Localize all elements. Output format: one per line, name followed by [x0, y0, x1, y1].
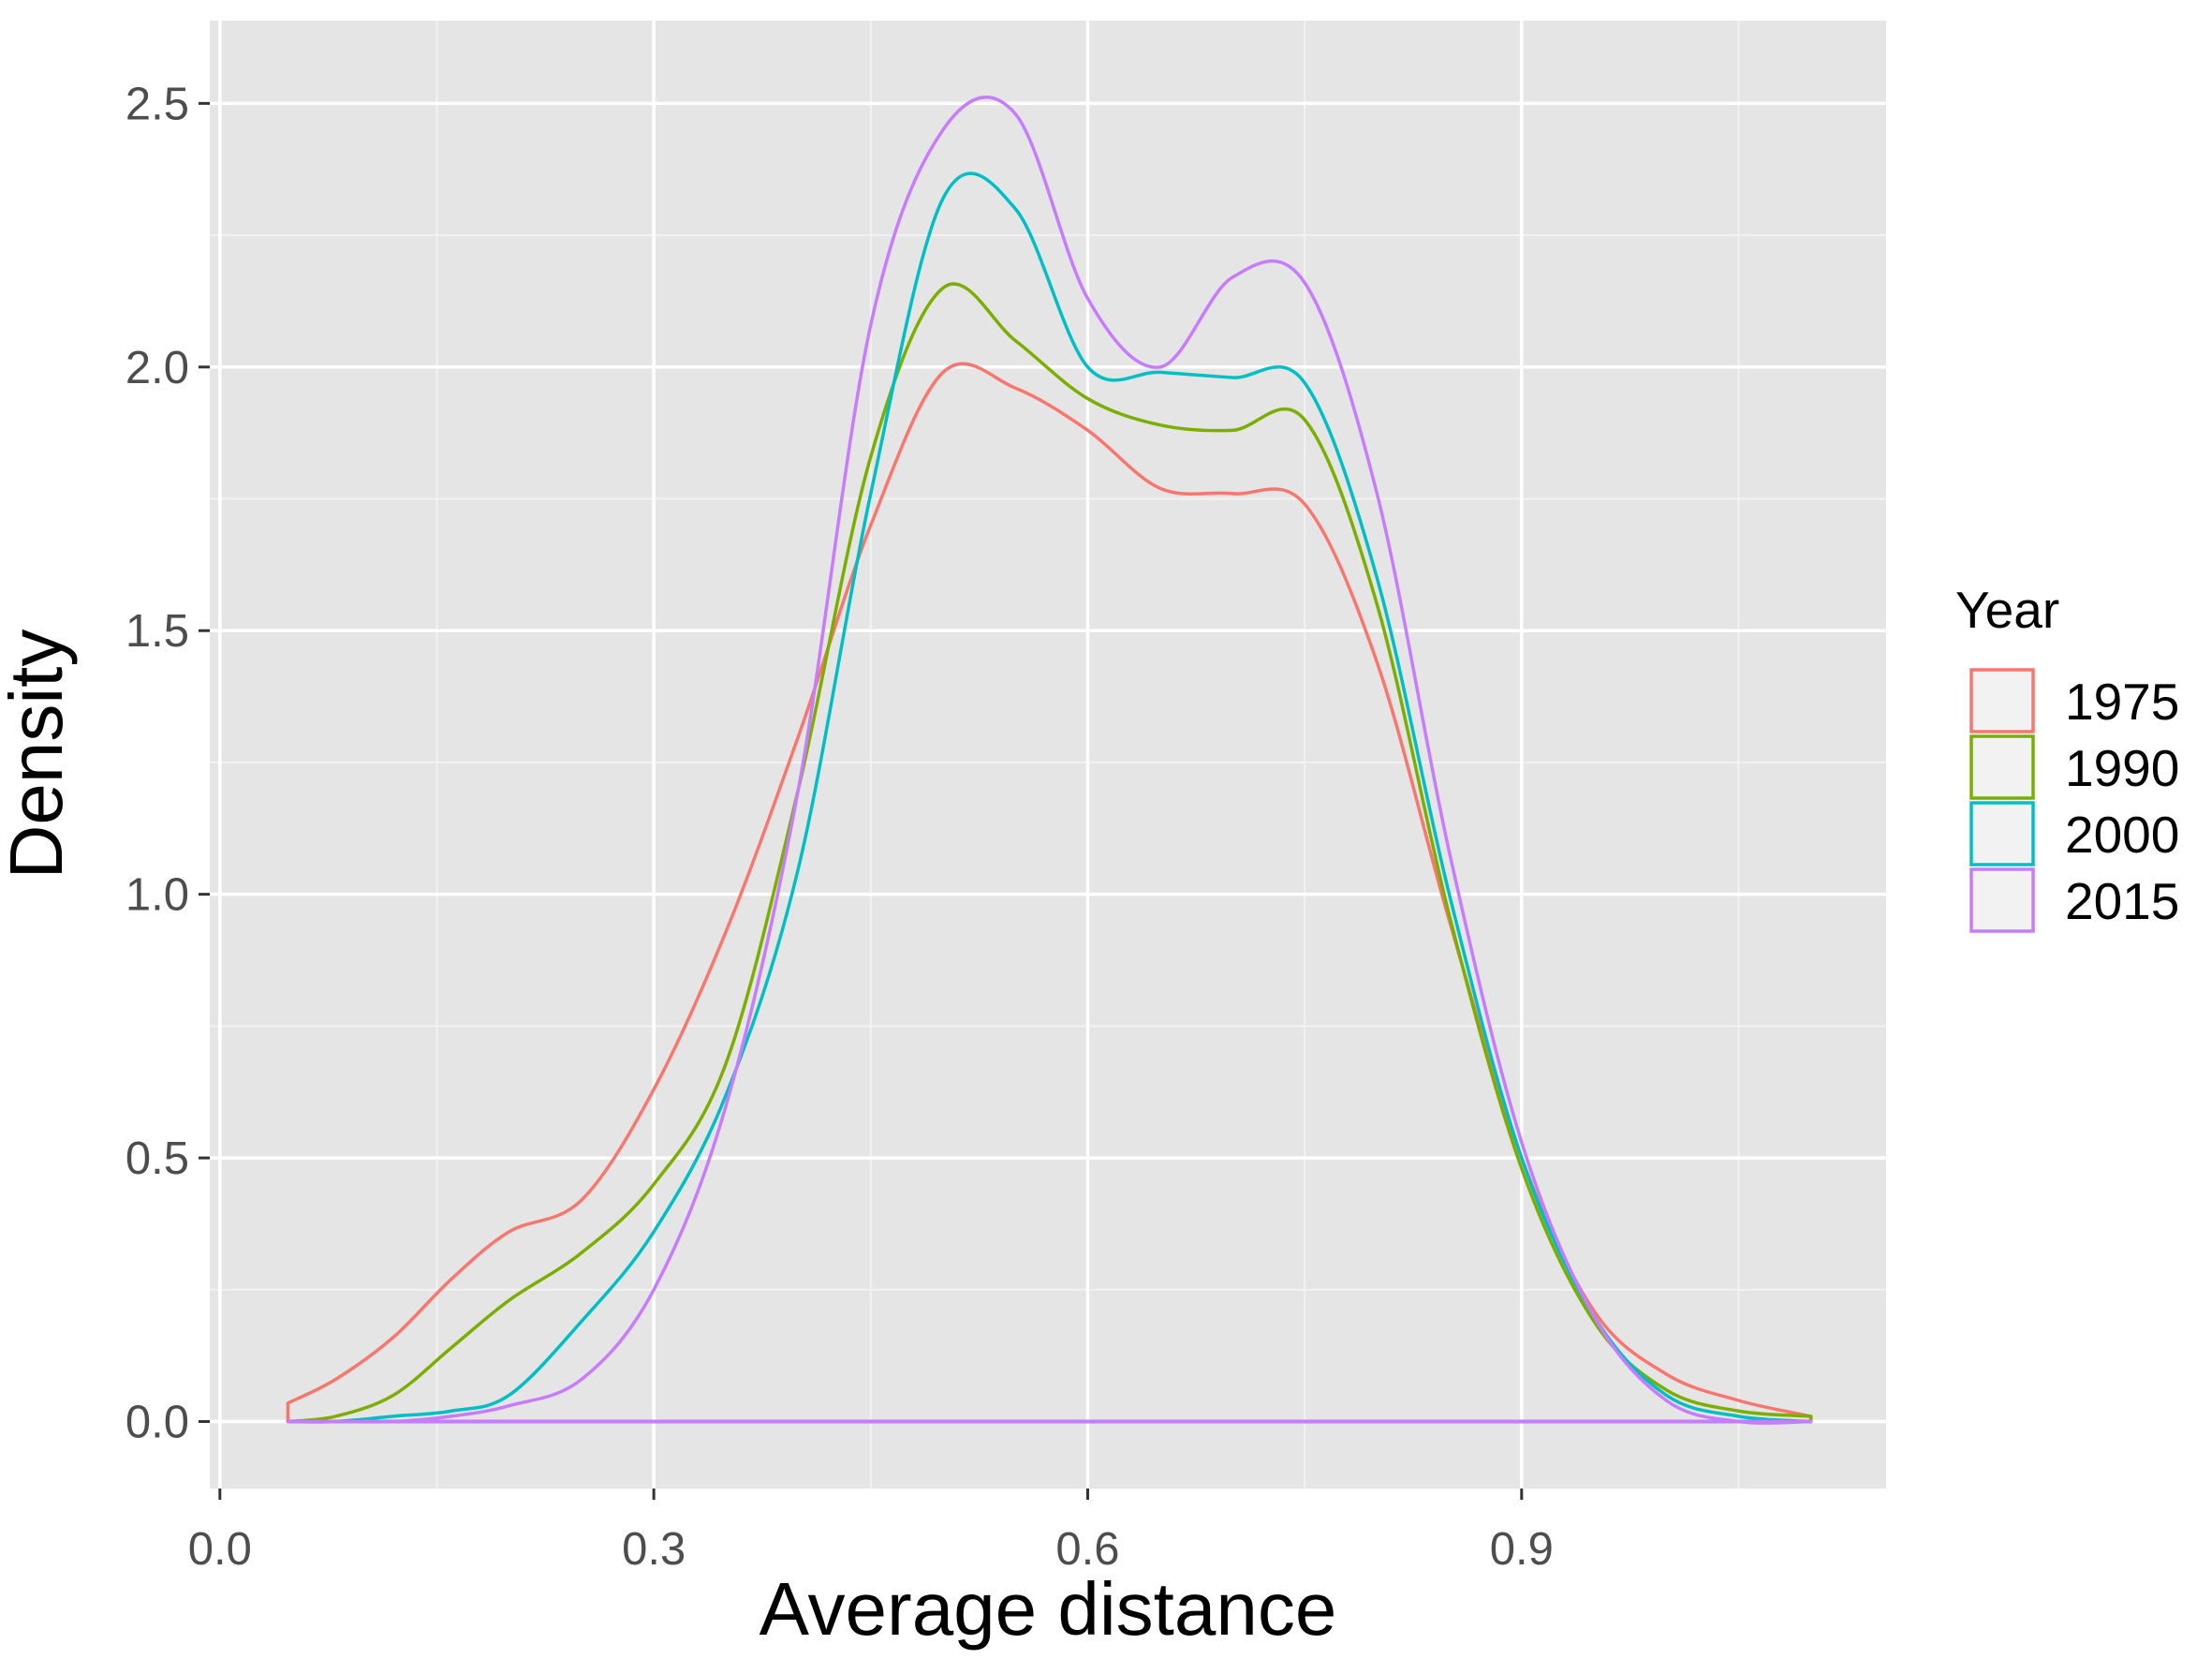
legend-label-1975: 1975 — [2065, 673, 2179, 731]
density-curve-2015 — [286, 96, 1813, 1425]
legend-label-1990: 1990 — [2065, 739, 2179, 797]
density-series — [286, 96, 1813, 1425]
y-tick-label: 1.5 — [125, 606, 189, 657]
legend-label-2015: 2015 — [2065, 872, 2179, 930]
y-tick-label: 1.0 — [125, 870, 189, 921]
x-axis: 0.0 0.3 0.6 0.9 — [188, 1489, 1554, 1575]
y-axis-title: Density — [0, 630, 78, 880]
y-tick-label: 0.5 — [125, 1133, 189, 1184]
density-curve-2000 — [286, 171, 1813, 1424]
x-tick-label: 0.3 — [622, 1524, 686, 1575]
legend-label-2000: 2000 — [2065, 806, 2179, 864]
legend: Year 1975 1990 2000 2015 — [1955, 581, 2179, 933]
legend-key-2000 — [1969, 801, 2035, 867]
legend-key-1975 — [1969, 668, 2035, 733]
y-tick-label: 2.5 — [125, 79, 189, 129]
x-tick-label: 0.0 — [188, 1524, 252, 1575]
density-curve-1990 — [286, 282, 1813, 1424]
legend-key-2015 — [1969, 867, 2035, 933]
x-tick-label: 0.9 — [1490, 1524, 1554, 1575]
x-tick-label: 0.6 — [1055, 1524, 1119, 1575]
legend-key-1990 — [1969, 734, 2035, 800]
y-tick-label: 0.0 — [125, 1398, 189, 1448]
minor-gridlines — [210, 21, 1886, 1489]
y-axis: 0.0 0.5 1.0 1.5 2.0 2.5 — [125, 79, 210, 1448]
x-axis-title: Average distance — [759, 1567, 1337, 1651]
legend-title: Year — [1955, 581, 2059, 639]
y-tick-label: 2.0 — [125, 343, 189, 393]
